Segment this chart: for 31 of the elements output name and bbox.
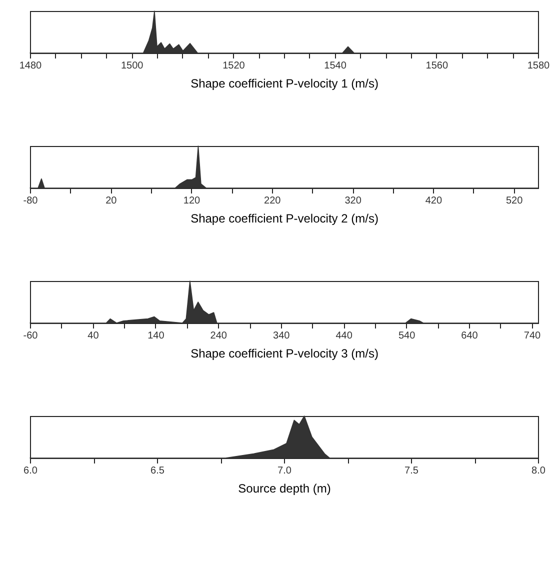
- x-tick-label: 140: [148, 330, 165, 342]
- x-tick-label: 1580: [527, 60, 550, 72]
- x-tick-label: 240: [210, 330, 228, 342]
- x-axis-title: Source depth (m): [238, 482, 331, 496]
- x-axis-title: Shape coefficient P-velocity 1 (m/s): [190, 76, 378, 90]
- x-tick-label: -80: [23, 196, 38, 206]
- x-tick-label: 7.0: [278, 466, 292, 476]
- x-tick-label: 6.0: [24, 466, 38, 476]
- x-tick-label: 540: [398, 330, 416, 342]
- x-tick-label: 420: [425, 196, 442, 206]
- x-tick-label: 1520: [222, 60, 246, 72]
- x-tick-label: 340: [273, 330, 290, 342]
- x-tick-label: 20: [106, 196, 118, 206]
- x-axis-title: Shape coefficient P-velocity 2 (m/s): [190, 212, 378, 226]
- x-tick-label: 440: [336, 330, 353, 342]
- x-tick-label: 120: [183, 196, 201, 206]
- x-tick-label: 320: [344, 196, 362, 206]
- x-tick-label: 7.5: [404, 466, 419, 476]
- x-tick-label: 1540: [324, 60, 347, 72]
- x-tick-label: 1480: [19, 60, 42, 72]
- x-tick-label: 6.5: [150, 466, 165, 476]
- x-tick-label: 520: [506, 196, 524, 206]
- x-tick-label: -60: [23, 330, 38, 342]
- x-tick-label: 1560: [426, 60, 448, 72]
- x-tick-label: 1500: [120, 60, 144, 72]
- x-tick-label: 220: [264, 196, 282, 206]
- x-tick-label: 640: [461, 330, 478, 342]
- x-tick-label: 40: [88, 330, 100, 342]
- x-axis-title: Shape coefficient P-velocity 3 (m/s): [190, 346, 378, 360]
- x-tick-label: 740: [524, 330, 542, 342]
- x-tick-label: 8.0: [532, 466, 546, 476]
